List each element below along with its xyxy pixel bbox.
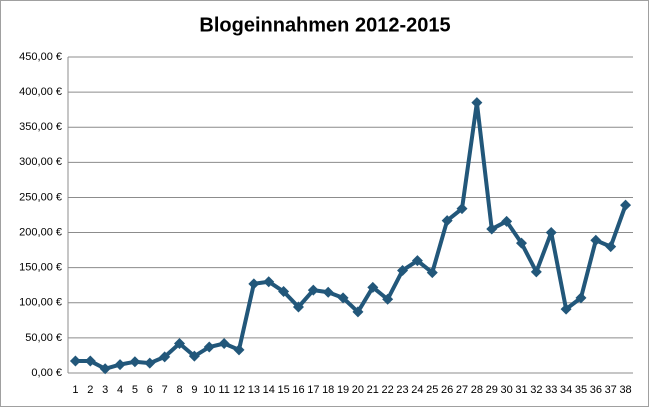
x-tick-label: 30	[500, 384, 512, 396]
data-point	[307, 284, 319, 296]
data-point	[69, 355, 81, 367]
y-tick-label: 50,00 €	[25, 332, 62, 344]
data-point	[560, 303, 572, 315]
data-point	[530, 266, 542, 278]
data-point	[590, 234, 602, 246]
x-tick-label: 8	[176, 384, 182, 396]
x-tick-label: 4	[117, 384, 123, 396]
data-point	[620, 199, 632, 211]
y-tick-label: 100,00 €	[19, 297, 62, 309]
data-point	[501, 215, 513, 227]
x-tick-label: 18	[322, 384, 334, 396]
data-point	[99, 363, 111, 375]
data-point	[367, 281, 379, 293]
data-point	[471, 97, 483, 109]
data-point	[456, 203, 468, 215]
x-tick-label: 27	[456, 384, 468, 396]
data-point	[515, 237, 527, 249]
x-tick-label: 35	[575, 384, 587, 396]
y-tick-label: 300,00 €	[19, 156, 62, 168]
data-point	[575, 292, 587, 304]
data-point	[605, 241, 617, 253]
data-point	[174, 338, 186, 350]
data-point	[233, 344, 245, 356]
data-point	[84, 355, 96, 367]
x-tick-label: 25	[426, 384, 438, 396]
x-tick-label: 5	[132, 384, 138, 396]
data-point	[397, 264, 409, 276]
x-tick-label: 28	[471, 384, 483, 396]
data-point	[218, 338, 230, 350]
data-point	[352, 306, 364, 318]
x-tick-label: 26	[441, 384, 453, 396]
x-tick-label: 7	[162, 384, 168, 396]
x-tick-label: 3	[102, 384, 108, 396]
x-tick-label: 9	[191, 384, 197, 396]
x-tick-label: 29	[486, 384, 498, 396]
data-point	[278, 286, 290, 298]
x-tick-label: 13	[248, 384, 260, 396]
x-tick-label: 36	[590, 384, 602, 396]
y-tick-label: 150,00 €	[19, 262, 62, 274]
x-tick-label: 10	[203, 384, 215, 396]
y-tick-label: 250,00 €	[19, 191, 62, 203]
x-tick-label: 1	[72, 384, 78, 396]
data-point	[114, 359, 126, 371]
data-point	[292, 301, 304, 313]
x-tick-label: 12	[233, 384, 245, 396]
x-tick-label: 22	[382, 384, 394, 396]
y-tick-label: 200,00 €	[19, 226, 62, 238]
x-tick-label: 11	[218, 384, 229, 396]
data-point	[129, 356, 141, 368]
x-tick-label: 14	[263, 384, 275, 396]
x-tick-label: 34	[560, 384, 572, 396]
y-tick-label: 0,00 €	[31, 367, 62, 379]
x-tick-label: 16	[292, 384, 304, 396]
data-point	[322, 286, 334, 298]
x-tick-label: 31	[515, 384, 527, 396]
x-tick-label: 21	[367, 384, 379, 396]
y-tick-label: 450,00 €	[19, 51, 62, 63]
x-tick-label: 19	[337, 384, 349, 396]
data-point	[248, 278, 260, 290]
x-tick-label: 17	[307, 384, 319, 396]
data-point	[337, 292, 349, 304]
x-tick-label: 24	[411, 384, 423, 396]
x-tick-label: 32	[530, 384, 542, 396]
data-point	[263, 276, 275, 288]
x-tick-label: 2	[87, 384, 93, 396]
data-point	[441, 215, 453, 227]
x-tick-label: 37	[605, 384, 617, 396]
y-tick-label: 350,00 €	[19, 121, 62, 133]
data-point	[411, 255, 423, 267]
x-tick-label: 38	[619, 384, 631, 396]
x-tick-label: 33	[545, 384, 557, 396]
data-point	[144, 357, 156, 369]
data-point	[159, 351, 171, 363]
data-point	[188, 350, 200, 362]
data-point	[426, 267, 438, 279]
data-point	[545, 227, 557, 239]
x-tick-label: 20	[352, 384, 364, 396]
chart-title: Blogeinnahmen 2012-2015	[199, 14, 450, 36]
y-tick-label: 400,00 €	[19, 86, 62, 98]
data-point	[203, 341, 215, 353]
x-tick-label: 15	[277, 384, 289, 396]
data-point	[382, 293, 394, 305]
x-tick-label: 23	[396, 384, 408, 396]
x-tick-label: 6	[147, 384, 153, 396]
data-point	[486, 223, 498, 235]
